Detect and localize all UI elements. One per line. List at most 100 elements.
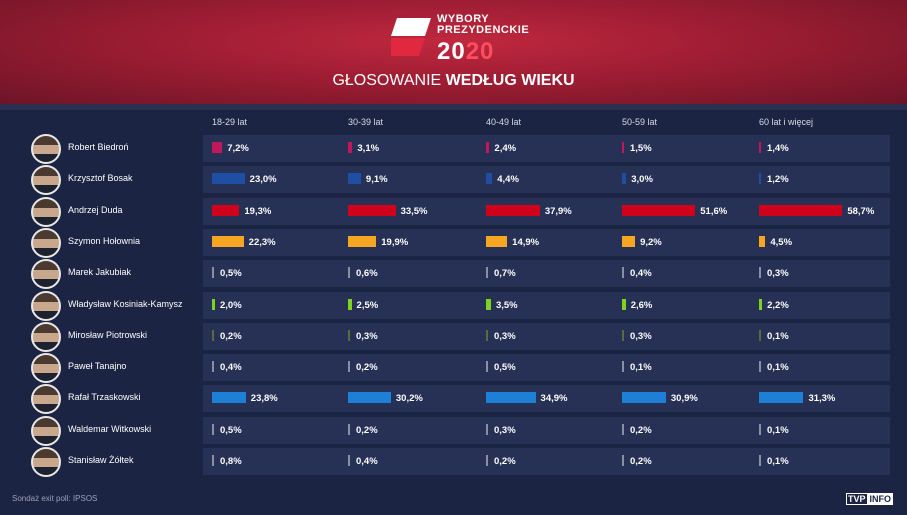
candidate-avatar-icon [31, 321, 61, 352]
data-label: 0,2% [220, 330, 242, 342]
candidate-row: Waldemar Witkowski 0,5% 0,2% 0,3% 0,2% 0,1% [0, 415, 907, 447]
candidate-avatar-icon [31, 353, 61, 384]
data-label: 2,2% [767, 299, 789, 311]
data-label: 0,5% [220, 268, 242, 280]
candidate-name: Szymon Hołownia [68, 235, 141, 246]
bar [622, 329, 624, 341]
candidate-row: Stanisław Żółtek 0,8% 0,4% 0,2% 0,2% 0,1% [0, 447, 907, 478]
candidate-name: Krzysztof Bosak [68, 173, 133, 184]
bar [212, 204, 240, 216]
candidate-row: Robert Biedroń 7,2% 3,1% 2,4% 1,5% 1,4% [0, 134, 907, 165]
row-background [203, 228, 890, 256]
candidate-avatar-icon [31, 415, 61, 446]
bar [759, 329, 761, 341]
candidate-row: Rafał Trzaskowski 23,8% 30,2% 34,9% 30,9% 31,… [0, 384, 907, 415]
data-label: 19,3% [244, 205, 272, 217]
bar [759, 204, 843, 216]
candidate-name: Waldemar Witkowski [68, 423, 152, 434]
data-label: 0,2% [356, 424, 378, 436]
bar [348, 298, 352, 310]
bar [486, 204, 540, 216]
data-label: 58,7% [847, 205, 875, 217]
bar [212, 392, 246, 404]
candidate-row: Andrzej Duda 19,3% 33,5% 37,9% 51,6% 58,7% [0, 196, 907, 228]
data-label: 9,2% [640, 236, 662, 248]
data-label: 0,7% [494, 268, 516, 280]
data-label: 0,1% [767, 330, 789, 342]
data-label: 22,3% [248, 236, 276, 248]
logo-line-2: PREZYDENCKIE [437, 24, 530, 36]
bar [348, 235, 377, 247]
candidate-row: Paweł Tanajno 0,4% 0,2% 0,5% 0,1% 0,1% [0, 353, 907, 384]
bar [759, 455, 761, 466]
data-label: 0,6% [356, 268, 378, 280]
data-label: 0,2% [494, 456, 516, 467]
data-label: 0,4% [356, 456, 378, 467]
column-header: 18-29 lat [212, 117, 248, 127]
data-label: 30,9% [670, 393, 698, 405]
data-label: 0,2% [630, 456, 652, 467]
candidate-name: Stanisław Żółtek [68, 455, 134, 465]
bar [759, 235, 766, 247]
bar [486, 423, 488, 435]
bar [759, 392, 804, 404]
tvp-info-logo: TVP INFO [846, 493, 894, 505]
data-label: 30,2% [395, 393, 423, 405]
candidate-avatar-icon [31, 384, 61, 415]
data-label: 0,3% [494, 330, 516, 342]
bar [212, 455, 214, 466]
logo-year: 2020 [437, 38, 495, 65]
candidate-name: Paweł Tanajno [68, 361, 127, 372]
bar [759, 423, 761, 435]
data-label: 0,3% [767, 268, 789, 280]
bar [486, 392, 536, 404]
bar [622, 142, 625, 153]
bar [622, 267, 624, 279]
candidate-name: Mirosław Piotrowski [68, 329, 148, 340]
bar [759, 267, 761, 279]
bar [486, 235, 508, 247]
data-label: 0,3% [356, 330, 378, 342]
bar [622, 423, 624, 435]
row-background [203, 135, 890, 162]
row-background [203, 448, 890, 475]
row-background [203, 354, 890, 382]
column-header: 30-39 lat [348, 117, 384, 127]
bar [486, 173, 493, 185]
data-label: 0,4% [220, 362, 242, 374]
data-label: 2,5% [356, 299, 379, 311]
data-label: 0,2% [356, 362, 378, 374]
data-label: 0,4% [630, 268, 652, 280]
data-label: 0,3% [494, 424, 516, 436]
data-label: 4,5% [770, 236, 793, 248]
bar [622, 173, 627, 185]
data-label: 14,9% [512, 236, 540, 248]
bar [622, 361, 624, 373]
bar [486, 329, 488, 341]
data-label: 0,1% [630, 362, 652, 374]
flag-icon [391, 18, 431, 56]
bar [348, 173, 361, 185]
data-label: 1,5% [630, 143, 652, 154]
data-label: 3,5% [495, 299, 518, 311]
bar [348, 361, 350, 373]
election-logo: WYBORY PREZYDENCKIE 2020 [391, 14, 571, 65]
page-title: GŁOSOWANIE WEDŁUG WIEKU [0, 72, 907, 90]
header-banner: WYBORY PREZYDENCKIE 2020 GŁOSOWANIE WEDŁ… [0, 0, 907, 104]
candidate-name: Robert Biedroń [68, 142, 129, 152]
bar [622, 235, 636, 247]
row-background [203, 291, 890, 319]
bar [212, 329, 214, 341]
title-light: GŁOSOWANIE [332, 72, 442, 89]
data-label: 0,8% [220, 456, 242, 467]
title-bold: WEDŁUG WIEKU [445, 72, 575, 89]
data-label: 0,1% [767, 362, 789, 374]
candidate-avatar-icon [31, 447, 61, 477]
bar [348, 267, 350, 279]
data-label: 23,0% [249, 174, 277, 186]
data-label: 33,5% [400, 205, 428, 217]
bar [759, 142, 761, 153]
data-label: 0,5% [220, 424, 242, 436]
bar [622, 392, 666, 404]
data-label: 23,8% [250, 393, 278, 405]
